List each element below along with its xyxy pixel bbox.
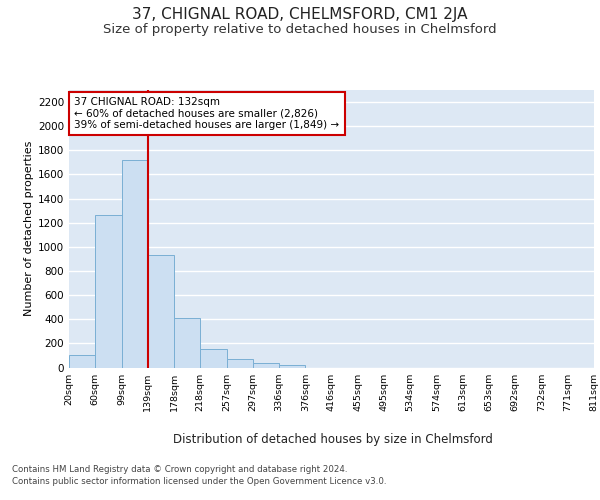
Bar bbox=[227, 360, 253, 368]
Bar bbox=[174, 318, 200, 368]
Text: Contains public sector information licensed under the Open Government Licence v3: Contains public sector information licen… bbox=[12, 478, 386, 486]
Bar bbox=[121, 160, 148, 368]
Text: 37, CHIGNAL ROAD, CHELMSFORD, CM1 2JA: 37, CHIGNAL ROAD, CHELMSFORD, CM1 2JA bbox=[132, 8, 468, 22]
Bar bbox=[253, 363, 279, 368]
Bar bbox=[279, 365, 305, 368]
Bar bbox=[69, 354, 95, 368]
Text: Contains HM Land Registry data © Crown copyright and database right 2024.: Contains HM Land Registry data © Crown c… bbox=[12, 465, 347, 474]
Bar bbox=[148, 254, 174, 368]
Bar bbox=[95, 215, 121, 368]
Text: Distribution of detached houses by size in Chelmsford: Distribution of detached houses by size … bbox=[173, 432, 493, 446]
Text: Size of property relative to detached houses in Chelmsford: Size of property relative to detached ho… bbox=[103, 22, 497, 36]
Text: 37 CHIGNAL ROAD: 132sqm
← 60% of detached houses are smaller (2,826)
39% of semi: 37 CHIGNAL ROAD: 132sqm ← 60% of detache… bbox=[74, 97, 340, 130]
Bar bbox=[200, 349, 227, 368]
Y-axis label: Number of detached properties: Number of detached properties bbox=[24, 141, 34, 316]
